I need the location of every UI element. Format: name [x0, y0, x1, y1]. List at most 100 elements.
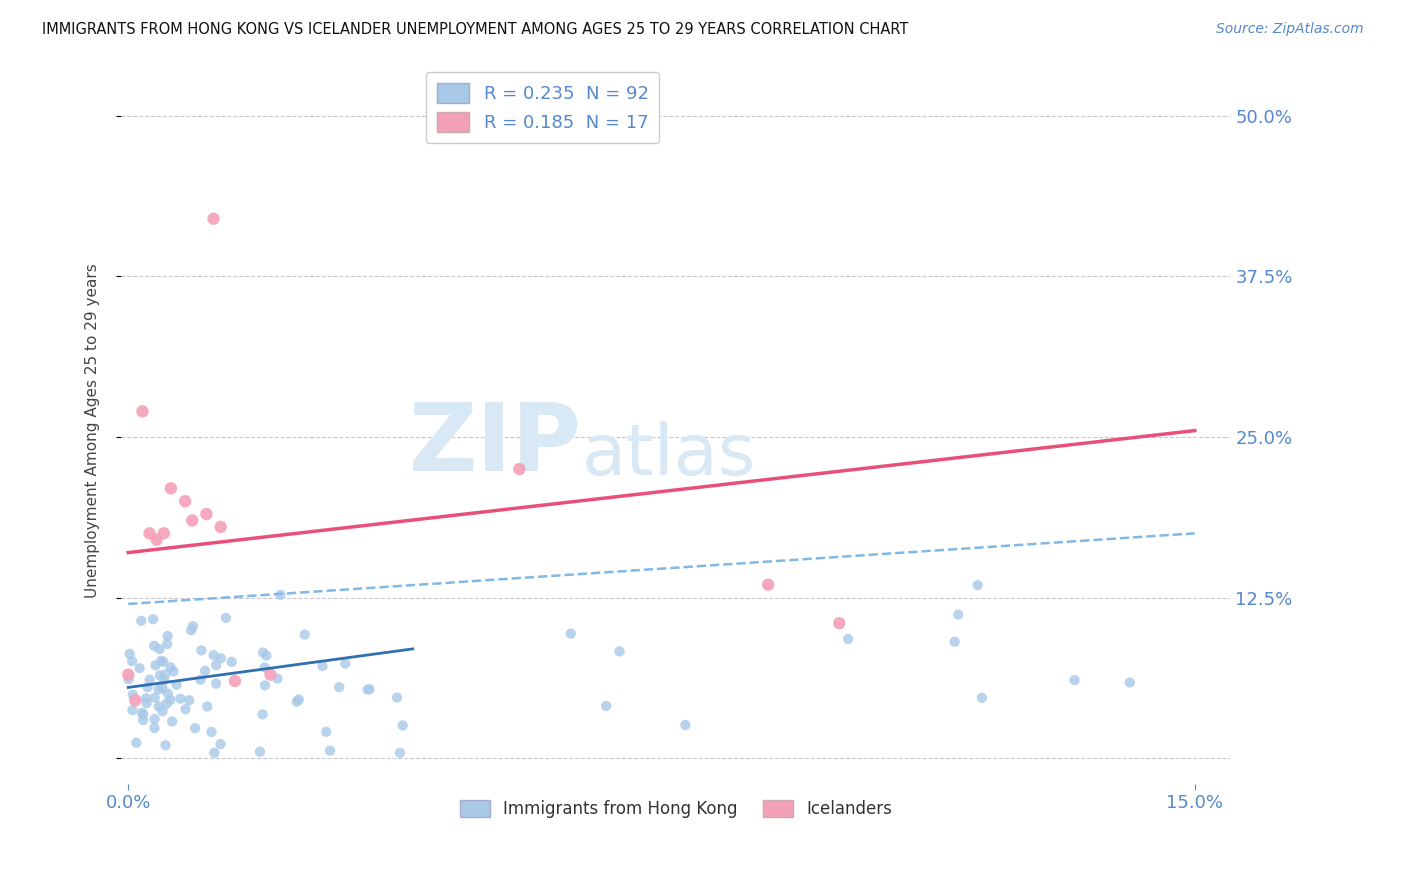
Point — [174, 494, 197, 508]
Point — [184, 721, 207, 735]
Point — [1063, 673, 1085, 687]
Point — [143, 639, 166, 653]
Y-axis label: Unemployment Among Ages 25 to 29 years: Unemployment Among Ages 25 to 29 years — [86, 263, 100, 598]
Text: atlas: atlas — [582, 421, 756, 490]
Point — [156, 629, 179, 643]
Point — [194, 664, 217, 678]
Point — [385, 690, 408, 705]
Point — [152, 655, 174, 669]
Point — [224, 673, 246, 688]
Point — [118, 673, 141, 687]
Point — [138, 673, 160, 687]
Point — [335, 657, 357, 671]
Point — [135, 691, 157, 706]
Point — [152, 681, 174, 696]
Point — [124, 693, 146, 707]
Point — [145, 533, 167, 547]
Point — [121, 703, 143, 717]
Text: Source: ZipAtlas.com: Source: ZipAtlas.com — [1216, 22, 1364, 37]
Point — [148, 682, 170, 697]
Point — [943, 634, 966, 648]
Point — [169, 691, 191, 706]
Point — [180, 623, 202, 637]
Point — [294, 627, 316, 641]
Point — [209, 651, 232, 665]
Point — [209, 737, 232, 751]
Point — [221, 655, 243, 669]
Point — [181, 619, 204, 633]
Point — [253, 660, 276, 674]
Point — [138, 526, 160, 541]
Point — [837, 632, 859, 646]
Point — [143, 712, 166, 726]
Point — [153, 667, 176, 681]
Point — [673, 718, 696, 732]
Point — [136, 680, 159, 694]
Point — [181, 513, 204, 527]
Point — [174, 702, 197, 716]
Point — [966, 578, 988, 592]
Point — [149, 668, 172, 682]
Point — [152, 704, 174, 718]
Point — [388, 746, 411, 760]
Point — [970, 690, 993, 705]
Point — [595, 698, 617, 713]
Point — [155, 738, 177, 752]
Point — [143, 690, 166, 705]
Point — [266, 672, 288, 686]
Point — [202, 211, 225, 226]
Point — [215, 611, 238, 625]
Text: IMMIGRANTS FROM HONG KONG VS ICELANDER UNEMPLOYMENT AMONG AGES 25 TO 29 YEARS CO: IMMIGRANTS FROM HONG KONG VS ICELANDER U… — [42, 22, 908, 37]
Point — [117, 667, 139, 681]
Point — [560, 626, 582, 640]
Point — [132, 707, 155, 722]
Point — [160, 714, 183, 729]
Point — [190, 643, 212, 657]
Legend: Immigrants from Hong Kong, Icelanders: Immigrants from Hong Kong, Icelanders — [453, 793, 898, 825]
Point — [131, 706, 153, 720]
Point — [143, 721, 166, 735]
Point — [135, 696, 157, 710]
Point — [259, 667, 281, 681]
Point — [948, 607, 970, 622]
Point — [828, 616, 851, 631]
Point — [391, 718, 413, 732]
Point — [179, 693, 201, 707]
Point — [311, 659, 333, 673]
Point — [315, 724, 337, 739]
Point — [205, 658, 228, 673]
Point — [756, 577, 779, 591]
Point — [159, 660, 181, 674]
Point — [202, 746, 225, 760]
Point — [142, 612, 165, 626]
Point — [129, 614, 152, 628]
Point — [195, 699, 218, 714]
Point — [153, 673, 176, 687]
Point — [202, 648, 225, 662]
Point — [252, 645, 274, 659]
Point — [125, 736, 148, 750]
Point — [209, 520, 232, 534]
Point — [249, 745, 271, 759]
Point — [156, 697, 179, 711]
Point — [128, 661, 150, 675]
Point — [253, 678, 276, 692]
Point — [145, 658, 167, 673]
Point — [270, 588, 292, 602]
Point — [252, 707, 274, 722]
Point — [319, 744, 342, 758]
Point — [205, 676, 228, 690]
Point — [150, 654, 173, 668]
Point — [121, 688, 143, 702]
Point — [118, 647, 141, 661]
Point — [159, 693, 181, 707]
Point — [285, 695, 308, 709]
Point — [148, 642, 170, 657]
Point — [131, 404, 153, 418]
Point — [160, 482, 183, 496]
Point — [152, 526, 174, 541]
Point — [288, 692, 311, 706]
Point — [609, 644, 631, 658]
Point — [200, 725, 222, 739]
Point — [162, 665, 184, 679]
